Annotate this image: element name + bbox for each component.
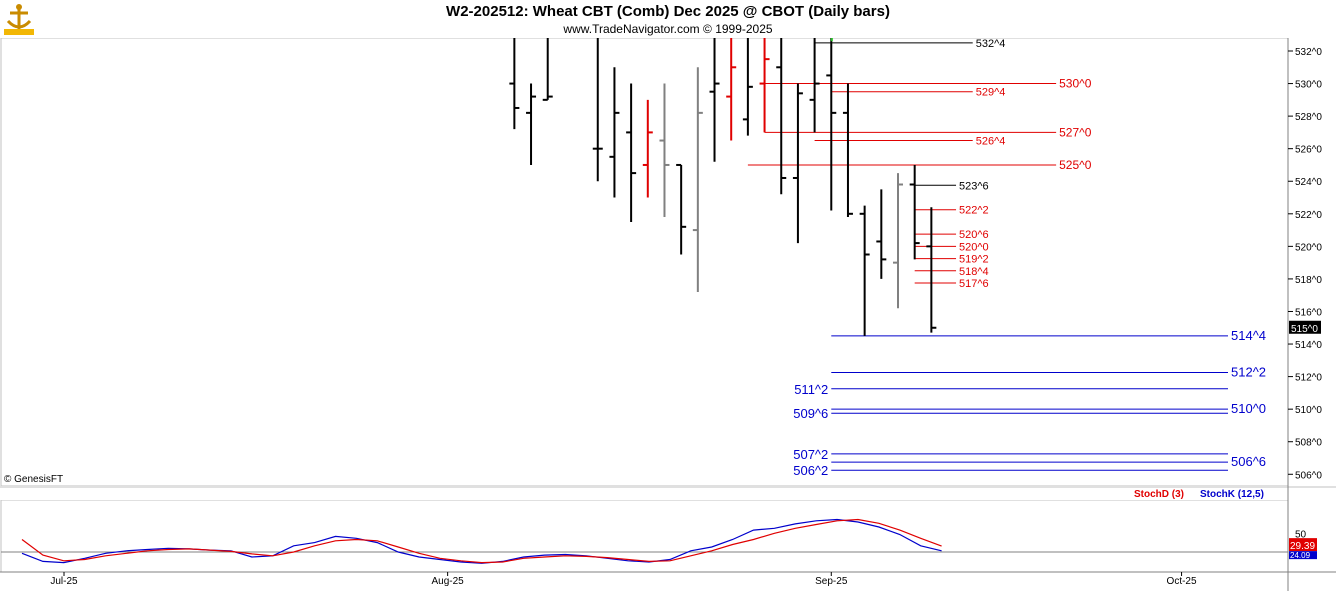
logo-icon [4,3,34,35]
level-label: 530^0 [1059,77,1092,91]
y-tick-label: 524^0 [1295,177,1322,188]
level-label: 506^6 [1231,454,1266,469]
stoch-k-value: 24.09 [1290,551,1311,560]
panel-separator [0,486,1336,500]
stoch-k-box [1289,551,1317,560]
chart-header: W2-202512: Wheat CBT (Comb) Dec 2025 @ C… [0,0,1336,38]
y-tick-label: 512^0 [1295,373,1322,384]
chart-title: W2-202512: Wheat CBT (Comb) Dec 2025 @ C… [446,3,890,20]
level-label: 514^4 [1231,328,1266,343]
level-label: 510^0 [1231,401,1266,416]
copyright-text: © GenesisFT [4,474,64,485]
y-tick-label: 520^0 [1295,242,1322,253]
level-label: 522^2 [959,205,989,217]
x-tick-label: Oct-25 [1167,576,1197,587]
y-tick-label: 522^0 [1295,210,1322,221]
level-label: 523^6 [959,180,989,192]
y-tick-label: 508^0 [1295,438,1322,449]
y-tick-label: 514^0 [1295,340,1322,351]
stoch-d-value: 29.39 [1290,541,1315,552]
level-label: 520^6 [959,229,989,241]
stoch-y-tick-label: 50 [1295,529,1307,540]
x-tick-label: Jul-25 [50,576,78,587]
level-label: 532^4 [976,38,1006,50]
last-price-box [1289,320,1321,334]
chart-subtitle: www.TradeNavigator.com © 1999-2025 [563,22,773,36]
y-tick-label: 506^0 [1295,470,1322,481]
y-tick-label: 518^0 [1295,275,1322,286]
y-tick-label: 532^0 [1295,47,1322,58]
y-tick-label: 530^0 [1295,80,1322,91]
level-label: 526^4 [976,136,1006,148]
price-panel [0,37,1289,487]
level-label: 506^2 [793,463,828,478]
x-tick-label: Aug-25 [432,576,465,587]
level-label: 507^2 [793,447,828,462]
level-label: 518^4 [959,266,989,278]
y-tick-label: 516^0 [1295,307,1322,318]
stoch-legend-entry: StochK (12,5) [1200,489,1264,500]
level-label: 511^2 [794,382,828,397]
y-tick-label: 526^0 [1295,145,1322,156]
level-label: 519^2 [959,254,989,266]
stoch-legend-entry: StochD (3) [1134,489,1184,500]
stoch-panel [0,499,1289,573]
last-price-label: 515^0 [1291,324,1318,335]
stoch-series-line [21,518,942,564]
level-label: 520^0 [959,241,989,253]
y-tick-label: 510^0 [1295,405,1322,416]
level-label: 529^4 [976,87,1006,99]
level-label: 509^6 [793,406,828,421]
level-label: 512^2 [1231,365,1266,380]
level-label: 527^0 [1059,125,1092,139]
y-tick-label: 528^0 [1295,112,1322,123]
x-tick-label: Sep-25 [815,576,848,587]
stoch-d-box [1289,538,1317,552]
level-label: 525^0 [1059,158,1092,172]
stoch-series-line [21,518,942,564]
level-label: 517^6 [959,278,989,290]
